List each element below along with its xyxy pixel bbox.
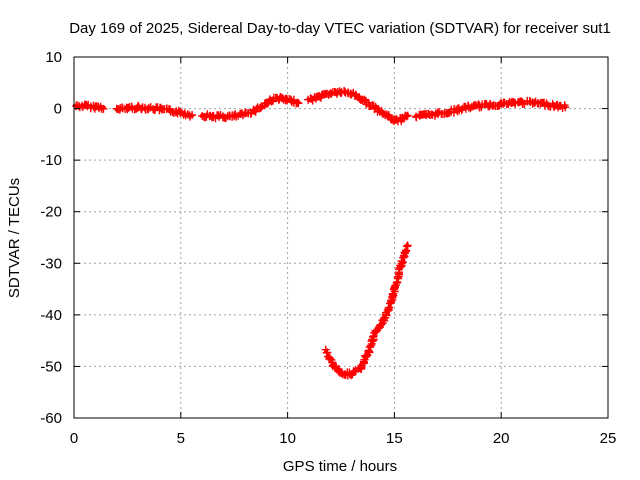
x-tick-label: 0: [70, 430, 78, 447]
data-point: [324, 348, 329, 353]
data-point: [424, 113, 429, 118]
data-point: [168, 108, 173, 113]
data-point: [552, 103, 557, 108]
y-tick-label: -30: [40, 255, 62, 272]
data-point: [232, 114, 237, 119]
data-point: [360, 97, 365, 102]
data-point: [435, 111, 440, 116]
data-point: [398, 117, 403, 122]
data-point: [114, 107, 119, 112]
data-point: [392, 118, 397, 123]
data-point: [520, 100, 525, 105]
data-layer: [72, 86, 570, 380]
data-point: [390, 297, 395, 302]
x-tick-label: 20: [493, 430, 510, 447]
data-point: [74, 103, 79, 108]
data-point: [413, 114, 418, 119]
data-point: [477, 103, 482, 108]
data-point: [146, 106, 151, 111]
data-point: [405, 243, 410, 248]
chart-title: Day 169 of 2025, Sidereal Day-to-day VTE…: [69, 20, 611, 37]
data-point: [157, 107, 162, 112]
data-point: [264, 101, 269, 106]
data-point: [306, 98, 311, 103]
data-point: [499, 101, 504, 106]
y-tick-label: 0: [54, 101, 62, 118]
series-segment: [198, 93, 303, 123]
series-segment: [412, 96, 570, 122]
data-point: [328, 91, 333, 96]
data-point: [358, 367, 363, 372]
data-point: [242, 112, 247, 117]
series-segment: [72, 100, 108, 113]
data-point: [467, 105, 472, 110]
data-point: [381, 318, 386, 323]
y-tick-label: -20: [40, 204, 62, 221]
data-point: [373, 330, 378, 335]
data-point: [349, 91, 354, 96]
data-point: [349, 371, 354, 376]
data-point: [488, 102, 493, 107]
data-point: [456, 107, 461, 112]
data-point: [277, 96, 282, 101]
series-segment: [321, 241, 412, 380]
data-point: [531, 100, 536, 105]
data-point: [541, 101, 546, 106]
data-point: [366, 348, 371, 353]
data-point: [125, 106, 130, 111]
data-point: [445, 110, 450, 115]
plot-frame: [73, 56, 609, 419]
data-point: [189, 113, 194, 118]
data-point: [289, 99, 294, 104]
series-segment: [304, 86, 412, 126]
data-point: [221, 114, 226, 119]
data-point: [82, 103, 87, 108]
series-segment: [112, 101, 197, 121]
series-1: [72, 86, 570, 126]
data-point: [296, 99, 301, 104]
data-point: [339, 90, 343, 95]
x-axis-label: GPS time / hours: [283, 458, 397, 475]
data-point: [317, 94, 322, 99]
x-tick-label: 5: [177, 430, 185, 447]
y-tick-label: -40: [40, 307, 62, 324]
data-point: [405, 112, 410, 117]
data-point: [93, 105, 98, 110]
data-point: [136, 105, 141, 110]
y-tick-label: -60: [40, 410, 62, 427]
data-point: [210, 114, 215, 119]
y-tick-label: -50: [40, 358, 62, 375]
data-point: [178, 110, 183, 115]
tick-layer: 0 5 10 15 20 25 10 0 -10 -20 -30 -40 -50 -60: [40, 49, 616, 447]
x-tick-label: 15: [386, 430, 403, 447]
data-point: [396, 271, 401, 276]
data-point: [509, 100, 514, 105]
y-axis-label: SDTVAR / TECUs: [6, 178, 23, 298]
data-point: [336, 368, 341, 373]
x-tick-label: 25: [600, 430, 617, 447]
series-2: [321, 241, 412, 380]
x-tick-label: 10: [279, 430, 296, 447]
y-tick-label: 10: [45, 49, 62, 66]
data-point: [283, 97, 288, 102]
data-point: [270, 97, 275, 102]
data-point: [563, 105, 568, 110]
data-point: [381, 111, 386, 116]
data-point: [371, 105, 376, 110]
data-point: [101, 105, 106, 110]
data-point: [343, 372, 348, 377]
data-point: [200, 113, 205, 118]
y-tick-label: -10: [40, 152, 62, 169]
data-point: [253, 108, 258, 113]
data-point: [330, 361, 335, 366]
